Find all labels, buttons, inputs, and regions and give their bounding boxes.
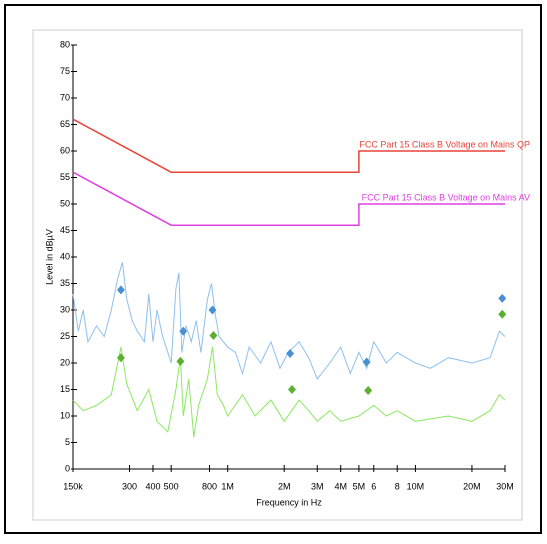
limit-label: FCC Part 15 Class B Voltage on Mains AV xyxy=(362,192,530,202)
limit-label: FCC Part 15 Class B Voltage on Mains QP xyxy=(359,139,530,149)
marker xyxy=(286,348,295,358)
y-tick-label: 35 xyxy=(60,278,70,288)
marker xyxy=(287,385,296,394)
marker xyxy=(176,356,185,366)
y-tick-label: 5 xyxy=(65,437,70,447)
x-tick-label: 500 xyxy=(164,481,179,491)
x-tick-label: 4M xyxy=(334,481,347,491)
panel xyxy=(32,29,523,521)
y-tick-label: 20 xyxy=(60,357,70,367)
x-tick-label: 10M xyxy=(407,481,425,491)
y-tick-label: 75 xyxy=(60,66,70,76)
x-tick-label: 3M xyxy=(311,481,324,491)
line xyxy=(72,171,505,226)
x-axis-label: Frequency in Hz xyxy=(256,497,322,507)
line xyxy=(72,262,506,380)
x-tick-label: 6 xyxy=(371,481,376,491)
marker xyxy=(179,326,188,336)
x-tick-label: 5M xyxy=(353,481,366,491)
marker xyxy=(116,353,125,363)
y-tick-label: 25 xyxy=(60,331,70,341)
line xyxy=(72,118,505,173)
y-tick-label: 55 xyxy=(60,172,70,182)
y-tick-label: 15 xyxy=(60,384,70,394)
y-tick-label: 65 xyxy=(60,119,70,129)
x-tick-label: 150k xyxy=(63,481,83,491)
y-tick-label: 30 xyxy=(60,304,70,314)
x-tick-label: 2M xyxy=(278,481,291,491)
x-tick-label: 800 xyxy=(202,481,217,491)
marker xyxy=(116,285,125,295)
y-tick-label: 10 xyxy=(60,410,70,420)
marker xyxy=(208,305,217,315)
y-tick-label: 50 xyxy=(60,198,70,208)
x-tick-label: 8 xyxy=(395,481,400,491)
marker xyxy=(364,386,373,396)
x-tick-label: 400 xyxy=(145,481,160,491)
y-tick-label: 70 xyxy=(60,92,70,102)
marker xyxy=(209,330,218,340)
y-tick-label: 40 xyxy=(60,251,70,261)
line xyxy=(72,347,506,438)
marker xyxy=(498,293,507,303)
marker xyxy=(362,357,371,367)
y-tick-label: 80 xyxy=(60,39,70,49)
x-tick-label: 20M xyxy=(463,481,481,491)
y-axis-label: Level in dBµV xyxy=(44,229,54,285)
y-tick-label: 0 xyxy=(65,463,70,473)
x-tick-label: 300 xyxy=(122,481,137,491)
y-tick-label: 60 xyxy=(60,145,70,155)
y-tick-label: 45 xyxy=(60,225,70,235)
x-tick-label: 1M xyxy=(221,481,234,491)
x-tick-label: 30M xyxy=(496,481,514,491)
marker xyxy=(498,309,507,319)
